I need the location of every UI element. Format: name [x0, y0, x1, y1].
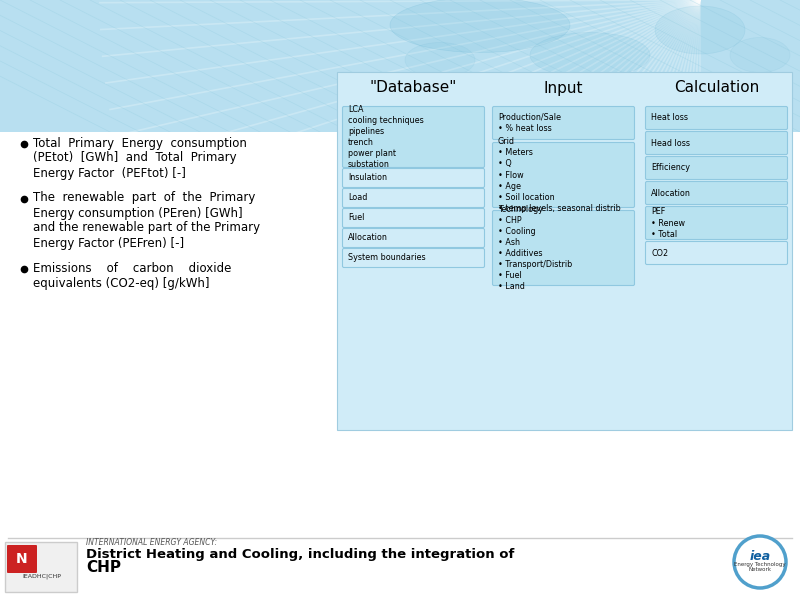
- Text: Heat loss: Heat loss: [651, 113, 688, 122]
- Text: and the renewable part of the Primary: and the renewable part of the Primary: [33, 221, 260, 235]
- Ellipse shape: [530, 32, 650, 77]
- Circle shape: [734, 536, 786, 588]
- Text: Head loss: Head loss: [651, 139, 690, 148]
- Text: The  renewable  part  of  the  Primary: The renewable part of the Primary: [33, 191, 255, 205]
- Text: Energy consumption (PEren) [GWh]: Energy consumption (PEren) [GWh]: [33, 206, 242, 220]
- Bar: [0, 0, 800, 132]
- FancyBboxPatch shape: [646, 131, 787, 154]
- Ellipse shape: [390, 0, 570, 52]
- FancyBboxPatch shape: [493, 107, 634, 139]
- Text: Grid
• Meters
• Q
• Flow
• Age
• Soil location
• temp levels, seasonal distrib: Grid • Meters • Q • Flow • Age • Soil lo…: [498, 137, 621, 213]
- FancyBboxPatch shape: [342, 188, 485, 208]
- Text: Energy Factor  (PEFtot) [-]: Energy Factor (PEFtot) [-]: [33, 166, 186, 179]
- FancyBboxPatch shape: [646, 157, 787, 179]
- Text: LCA
cooling techniques
pipelines
trench
power plant
substation: LCA cooling techniques pipelines trench …: [348, 105, 424, 169]
- Bar: [5, 542, 77, 592]
- Text: iea: iea: [750, 550, 770, 563]
- FancyBboxPatch shape: [342, 229, 485, 247]
- Text: Allocation: Allocation: [651, 188, 691, 197]
- Text: Emissions    of    carbon    dioxide: Emissions of carbon dioxide: [33, 262, 231, 275]
- FancyBboxPatch shape: [493, 211, 634, 286]
- Text: District Heating and Cooling, including the integration of: District Heating and Cooling, including …: [86, 548, 514, 561]
- Text: Load: Load: [348, 193, 367, 202]
- Ellipse shape: [730, 37, 790, 73]
- Text: Production/Sale
• % heat loss: Production/Sale • % heat loss: [498, 113, 561, 133]
- FancyBboxPatch shape: [342, 208, 485, 227]
- Text: equivalents (CO2-eq) [g/kWh]: equivalents (CO2-eq) [g/kWh]: [33, 277, 210, 289]
- Text: Insulation: Insulation: [348, 173, 387, 182]
- FancyBboxPatch shape: [7, 545, 37, 573]
- Text: N: N: [16, 552, 28, 566]
- Ellipse shape: [655, 6, 745, 54]
- Bar: [0, 132, 800, 538]
- Text: System boundaries: System boundaries: [348, 253, 426, 263]
- Text: Fuel: Fuel: [348, 214, 364, 223]
- Text: Allocation: Allocation: [348, 233, 388, 242]
- FancyBboxPatch shape: [342, 248, 485, 268]
- FancyBboxPatch shape: [342, 169, 485, 187]
- Text: Energy Technology
Network: Energy Technology Network: [734, 562, 786, 572]
- Text: CHP: CHP: [86, 560, 121, 575]
- Text: Efficiency: Efficiency: [651, 163, 690, 173]
- FancyBboxPatch shape: [646, 107, 787, 130]
- Text: IEADHC|CHP: IEADHC|CHP: [22, 573, 62, 579]
- Ellipse shape: [405, 43, 475, 77]
- Text: Technology
• CHP
• Cooling
• Ash
• Additives
• Transport/Distrib
• Fuel
• Land: Technology • CHP • Cooling • Ash • Addit…: [498, 205, 572, 292]
- Text: "Database": "Database": [370, 80, 457, 95]
- FancyBboxPatch shape: [646, 241, 787, 265]
- Text: Calculation: Calculation: [674, 80, 759, 95]
- Text: Energy Factor (PEFren) [-]: Energy Factor (PEFren) [-]: [33, 236, 184, 250]
- Text: Input: Input: [544, 80, 583, 95]
- FancyBboxPatch shape: [646, 206, 787, 239]
- Text: Total  Primary  Energy  consumption: Total Primary Energy consumption: [33, 136, 247, 149]
- Text: CO2: CO2: [651, 248, 668, 257]
- FancyBboxPatch shape: [493, 142, 634, 208]
- Bar: [337, 72, 792, 430]
- Text: INTERNATIONAL ENERGY AGENCY:: INTERNATIONAL ENERGY AGENCY:: [86, 538, 217, 547]
- Text: PEF
• Renew
• Total: PEF • Renew • Total: [651, 208, 685, 239]
- FancyBboxPatch shape: [342, 107, 485, 167]
- FancyBboxPatch shape: [646, 181, 787, 205]
- Text: (PEtot)  [GWh]  and  Total  Primary: (PEtot) [GWh] and Total Primary: [33, 151, 237, 164]
